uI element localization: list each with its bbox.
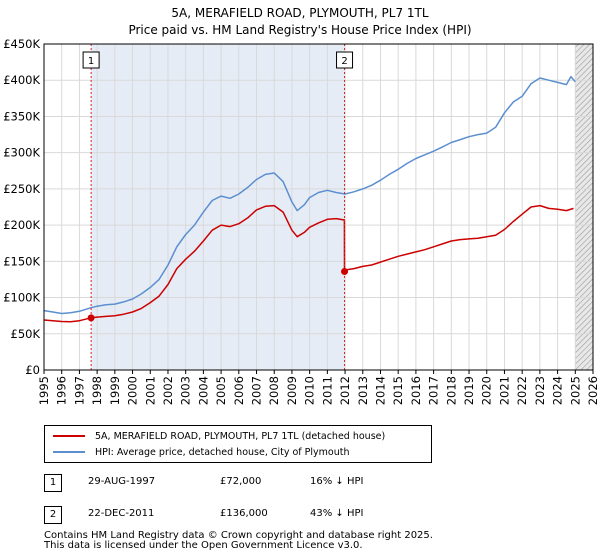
x-tick-label: 2011 bbox=[320, 376, 334, 405]
x-tick-label: 2000 bbox=[126, 376, 140, 405]
x-tick-label: 2025 bbox=[568, 376, 582, 405]
y-tick-label: £450K bbox=[3, 37, 40, 51]
footer-attribution: Contains HM Land Registry data © Crown c… bbox=[44, 531, 433, 551]
y-tick-label: £350K bbox=[3, 109, 40, 123]
x-tick-label: 2019 bbox=[462, 376, 476, 405]
series-line bbox=[43, 75, 576, 315]
sale-number-badge: 2 bbox=[44, 506, 62, 524]
sale-price: £136,000 bbox=[220, 508, 268, 519]
legend-label-hpi: HPI: Average price, detached house, City… bbox=[95, 446, 350, 458]
x-tick-label: 1998 bbox=[90, 376, 104, 405]
y-tick-label: £300K bbox=[3, 146, 40, 160]
x-tick-label: 2017 bbox=[427, 376, 441, 405]
x-tick-label: 2002 bbox=[161, 376, 175, 405]
legend-item-hpi: HPI: Average price, detached house, City… bbox=[53, 445, 350, 459]
sale-point bbox=[341, 267, 349, 275]
sale-date: 29-AUG-1997 bbox=[88, 476, 156, 487]
footer-copyright: Contains HM Land Registry data © Crown c… bbox=[44, 530, 433, 541]
sale-number-badge: 1 bbox=[44, 474, 62, 492]
legend-label-property: 5A, MERAFIELD ROAD, PLYMOUTH, PL7 1TL (d… bbox=[95, 430, 386, 442]
x-tick-label: 2021 bbox=[497, 376, 511, 405]
legend-item-property: 5A, MERAFIELD ROAD, PLYMOUTH, PL7 1TL (d… bbox=[53, 429, 385, 443]
y-tick-label: £200K bbox=[3, 218, 40, 232]
x-tick-label: 2003 bbox=[179, 376, 193, 405]
x-tick-label: 2014 bbox=[373, 376, 387, 405]
x-tick-label: 2020 bbox=[480, 376, 494, 405]
chart-title-block: 5A, MERAFIELD ROAD, PLYMOUTH, PL7 1TL Pr… bbox=[0, 5, 600, 39]
x-tick-label: 2026 bbox=[586, 376, 600, 405]
sale-label: 1 bbox=[88, 56, 94, 67]
x-tick-label: 1995 bbox=[37, 376, 51, 405]
x-tick-label: 1996 bbox=[55, 376, 69, 405]
x-tick-label: 2024 bbox=[551, 376, 565, 405]
x-tick-label: 2009 bbox=[285, 376, 299, 405]
y-tick-label: £50K bbox=[11, 327, 41, 341]
legend-swatch-property bbox=[53, 435, 85, 437]
x-tick-label: 2023 bbox=[533, 376, 547, 405]
x-tick-label: 2008 bbox=[267, 376, 281, 405]
sale-hpi-diff: 16% ↓ HPI bbox=[310, 476, 364, 487]
x-tick-label: 2016 bbox=[409, 376, 423, 405]
chart-subtitle: Price paid vs. HM Land Registry's House … bbox=[128, 23, 472, 37]
legend: 5A, MERAFIELD ROAD, PLYMOUTH, PL7 1TL (d… bbox=[44, 425, 432, 463]
grid-lines bbox=[43, 43, 594, 371]
sale-price: £72,000 bbox=[220, 476, 262, 487]
plot-border bbox=[43, 43, 594, 371]
x-tick-label: 2018 bbox=[444, 376, 458, 405]
sale-hpi-diff: 43% ↓ HPI bbox=[310, 508, 364, 519]
y-tick-label: £0 bbox=[25, 363, 40, 377]
sale-date: 22-DEC-2011 bbox=[88, 508, 155, 519]
sale-point bbox=[87, 314, 95, 322]
x-tick-label: 2006 bbox=[232, 376, 246, 405]
x-tick-label: 2013 bbox=[356, 376, 370, 405]
x-tick-label: 2022 bbox=[515, 376, 529, 405]
chart-title: 5A, MERAFIELD ROAD, PLYMOUTH, PL7 1TL bbox=[171, 6, 429, 20]
x-tick-label: 2004 bbox=[196, 376, 210, 405]
y-tick-label: £100K bbox=[3, 291, 40, 305]
plot-area bbox=[44, 44, 593, 370]
x-tick-label: 2005 bbox=[214, 376, 228, 405]
footer-licence: This data is licensed under the Open Gov… bbox=[44, 540, 363, 551]
x-tick-label: 2007 bbox=[250, 376, 264, 405]
y-tick-label: £250K bbox=[3, 182, 40, 196]
x-tick-label: 1997 bbox=[72, 376, 86, 405]
ownership-period-shade bbox=[91, 44, 345, 370]
legend-swatch-hpi bbox=[53, 451, 85, 453]
sale-label-box bbox=[82, 51, 100, 69]
sale-label: 2 bbox=[341, 56, 347, 67]
y-tick-label: £400K bbox=[3, 73, 40, 87]
x-tick-label: 2015 bbox=[391, 376, 405, 405]
series-line bbox=[43, 204, 574, 323]
x-tick-label: 2010 bbox=[303, 376, 317, 405]
series-lines bbox=[43, 75, 576, 323]
y-tick-label: £150K bbox=[3, 254, 40, 268]
axes: £0 £50K £100K £150K £200K £250K £300K £350K £400… bbox=[3, 37, 600, 405]
x-tick-label: 2012 bbox=[338, 376, 352, 405]
forecast-hatch bbox=[575, 44, 593, 370]
x-tick-label: 2001 bbox=[143, 376, 157, 405]
sale-label-box bbox=[336, 51, 354, 69]
x-tick-label: 1999 bbox=[108, 376, 122, 405]
